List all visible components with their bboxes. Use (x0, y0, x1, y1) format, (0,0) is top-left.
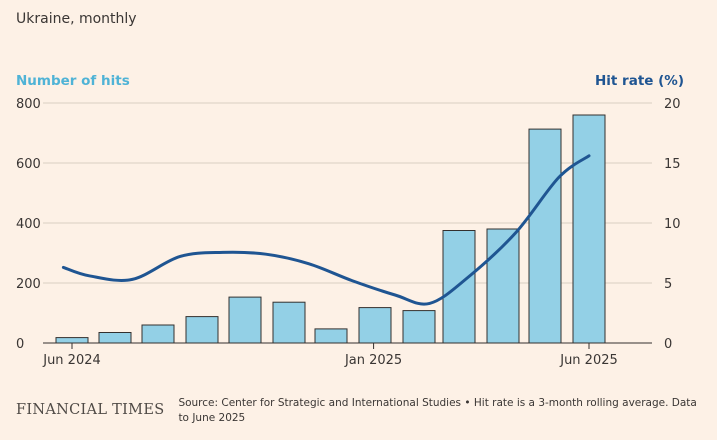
bar (98, 332, 132, 344)
bar (185, 316, 219, 344)
hit-rate-line (61, 154, 591, 306)
bar (402, 310, 436, 344)
bar (141, 324, 175, 344)
x-tick-label: Jun 2024 (42, 353, 101, 368)
right-tick-label: 15 (664, 157, 681, 172)
hits-chart: Number of hits Hit rate (%) 0 200 400 600 800 0… (16, 73, 684, 368)
bar (572, 114, 606, 344)
left-tick-label: 0 (16, 337, 24, 352)
footer: FINANCIAL TIMES Source: Center for Strat… (16, 396, 706, 426)
ft-logo: FINANCIAL TIMES (16, 402, 165, 418)
right-tick-label: 10 (664, 217, 681, 232)
bar (272, 301, 306, 344)
left-tick-label: 600 (16, 157, 41, 172)
bar (55, 337, 89, 344)
x-tick-label: Jun 2025 (559, 353, 618, 368)
left-tick-label: 200 (16, 277, 41, 292)
x-tick-label: Jan 2025 (344, 353, 402, 368)
right-tick-label: 20 (664, 97, 681, 112)
axes: Number of hits Hit rate (%) 0 200 400 600 800 0… (16, 73, 684, 368)
left-axis-title: Number of hits (16, 73, 130, 89)
bar (358, 307, 392, 344)
bar (528, 128, 562, 344)
bar (228, 296, 262, 344)
right-tick-label: 0 (664, 337, 672, 352)
left-tick-label: 400 (16, 217, 41, 232)
hit-rate-series (61, 154, 591, 306)
left-tick-label: 800 (16, 97, 41, 112)
bar (314, 328, 348, 344)
right-axis-title: Hit rate (%) (595, 73, 684, 89)
bars-series (55, 114, 606, 344)
source-note: Source: Center for Strategic and Interna… (178, 397, 697, 424)
chart-subtitle: Ukraine, monthly (16, 11, 137, 27)
right-tick-label: 5 (664, 277, 672, 292)
